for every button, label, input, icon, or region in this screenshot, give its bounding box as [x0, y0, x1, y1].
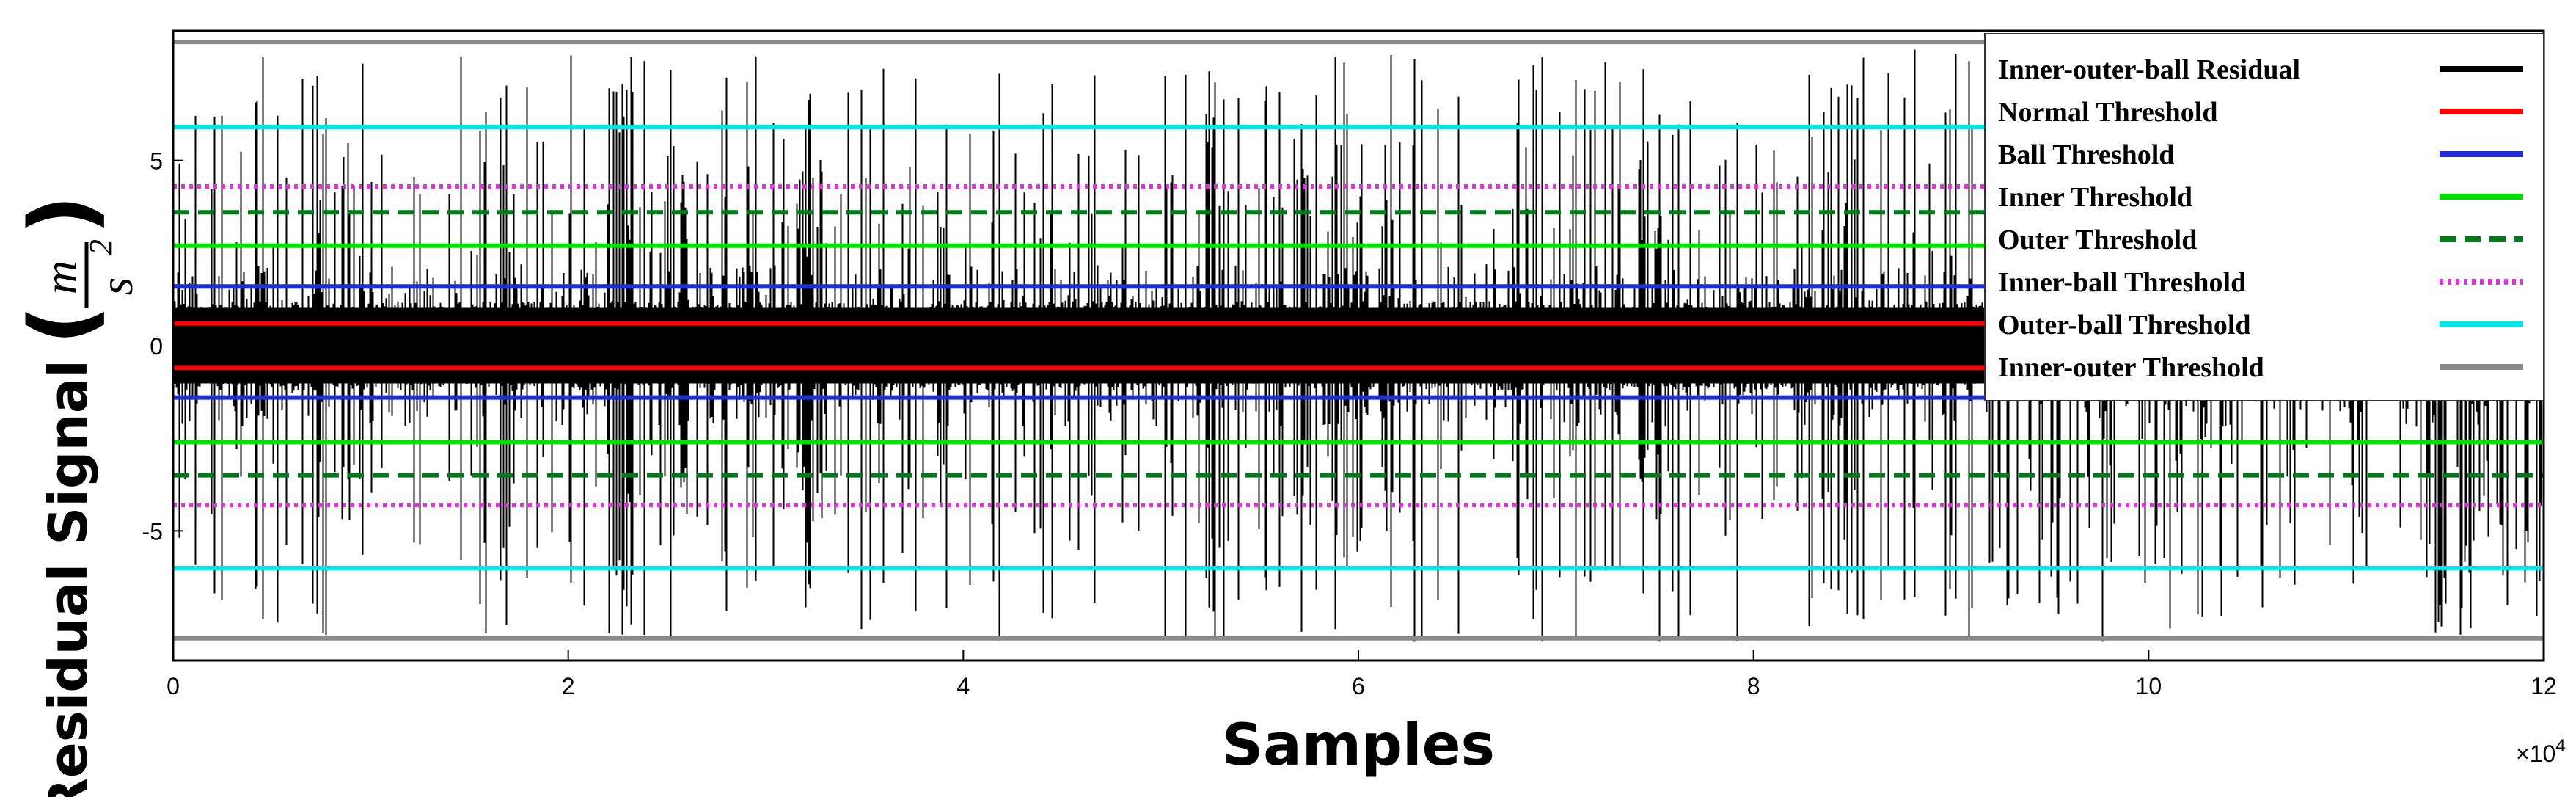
y-axis-title-text: Residual Signal [37, 360, 99, 797]
y-tick-label: 0 [150, 333, 163, 360]
x-axis-ticks: 0 2 4 6 8 10 12 [167, 650, 2557, 699]
x-axis-title: Samples [1222, 713, 1495, 779]
y-tick-label: -5 [142, 518, 163, 545]
x-tick-label: 6 [1352, 673, 1365, 699]
legend-label: Outer-ball Threshold [1998, 310, 2251, 341]
legend-label: Inner-ball Threshold [1998, 267, 2246, 298]
legend-box [1984, 33, 2544, 401]
legend-label: Ball Threshold [1998, 139, 2174, 170]
x-multiplier-base: ×10 [2516, 740, 2555, 767]
x-tick-label: 10 [2136, 673, 2162, 699]
legend: Inner-outer-ball Residual Normal Threshol… [1984, 33, 2544, 401]
y-tick-label: 5 [150, 148, 163, 175]
legend-label: Inner-outer Threshold [1998, 352, 2264, 383]
y-axis-ticks: 5 0 -5 [142, 148, 183, 545]
y-axis-title: Residual Signal ( m s 2 ) [12, 194, 142, 797]
x-tick-label: 8 [1747, 673, 1760, 699]
x-multiplier-exp: 4 [2555, 736, 2565, 756]
legend-label: Outer Threshold [1998, 225, 2197, 255]
legend-label: Inner-outer-ball Residual [1998, 54, 2300, 85]
y-unit-numerator: m [34, 261, 87, 294]
x-tick-label: 2 [562, 673, 575, 699]
x-tick-label: 4 [956, 673, 970, 699]
x-tick-label: 12 [2531, 673, 2557, 699]
legend-label: Normal Threshold [1998, 97, 2217, 128]
y-unit-power: 2 [83, 239, 119, 255]
y-unit-close-paren: ) [12, 194, 114, 235]
x-axis-multiplier: ×104 [2516, 736, 2566, 767]
legend-label: Inner Threshold [1998, 182, 2192, 213]
y-unit-open-paren: ( [12, 305, 114, 345]
x-tick-label: 0 [167, 673, 180, 699]
y-unit-denominator: s [90, 277, 142, 296]
